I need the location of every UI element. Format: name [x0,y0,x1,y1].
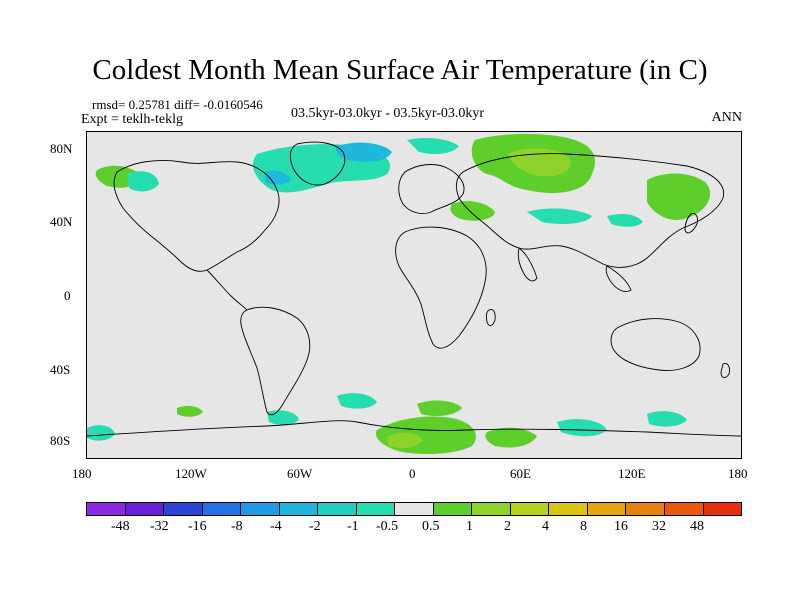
season-label: ANN [711,110,742,125]
colorbar-label: 48 [690,519,704,534]
colorbar-label: 8 [580,519,587,534]
chart-subtitle: 03.5kyr-03.0kyr - 03.5kyr-03.0kyr [291,106,485,121]
lat-label-40n: 40N [50,214,73,229]
coast-central-america [206,269,248,311]
colorbar-label: 4 [542,519,549,534]
colorbar-label: 0.5 [422,519,440,534]
coast-africa [395,226,487,349]
colorbar-box [279,503,319,515]
colorbar-box [626,503,665,515]
lon-label-60w: 60W [287,466,313,481]
lat-label-80n: 80N [50,141,73,156]
coast-australia [610,318,701,371]
coast-north-america [113,160,280,272]
anomaly-patch-east-antarctic [647,411,687,427]
anomaly-patch-china [607,214,643,227]
coast-south-america [240,306,311,416]
colorbar-label: -2 [309,519,321,534]
lon-label-180e: 180 [728,466,748,481]
colorbar-box [241,503,280,515]
colorbar-box [125,503,165,515]
lon-label-60e: 60E [510,466,531,481]
coast-europe [398,164,465,215]
colorbar-box [356,503,396,515]
stats-text: rmsd= 0.25781 diff= -0.0160546 [92,97,263,112]
colorbar-label: -1 [347,519,359,534]
coast-japan [684,213,698,234]
coast-madagascar [485,309,496,327]
experiment-label: Expt = teklh-teklg [81,112,183,127]
lon-label-0: 0 [409,466,416,481]
anomaly-patch-antarctic-atlantic [337,393,377,409]
colorbar-label: -8 [231,519,243,534]
lat-label-40s: 40S [50,362,71,377]
coastline-layer [87,141,741,437]
anomaly-patch-southern-ocean [417,400,462,416]
colorbar-box [510,503,550,515]
colorbar [86,502,742,516]
chart-title: Coldest Month Mean Surface Air Temperatu… [92,54,708,86]
coast-antarctica [87,420,741,437]
coast-greenland [289,141,346,186]
anomaly-patch-antarctic-east [485,427,537,448]
anomaly-patch-arctic-ocean [407,138,459,154]
colorbar-box [587,503,627,515]
colorbar-box [164,503,203,515]
colorbar-box [549,503,588,515]
lon-label-180w: 180 [72,466,92,481]
anomaly-patch-ross-sea [87,425,115,441]
anomaly-patch-kamchatka [647,173,711,221]
anomaly-patch-asia-belt [527,208,592,224]
colorbar-label: 16 [614,519,628,534]
colorbar-label: -32 [150,519,169,534]
lon-label-120w: 120W [175,466,207,481]
colorbar-box [703,503,742,515]
map-panel [86,131,742,459]
anomaly-patch-europe [450,201,495,221]
coast-southeast-asia [605,265,632,293]
colorbar-label: -48 [111,519,130,534]
colorbar-box [87,503,126,515]
colorbar-label: -0.5 [376,519,399,534]
colorbar-label: 2 [504,519,511,534]
anomaly-patch-greenland-sea [335,142,392,162]
colorbar-box [202,503,242,515]
colorbar-label: 1 [466,519,473,534]
coast-asia [455,153,725,268]
anomaly-patch-south-pacific [177,405,203,417]
map-canvas [87,133,741,454]
colorbar-box [318,503,357,515]
anomaly-patch-antarctic-south [387,432,423,448]
anomaly-fill-layer [87,133,711,454]
colorbar-label: -4 [270,519,282,534]
anomaly-patch-weddell [267,410,299,425]
anomaly-patch-canada [127,171,159,192]
anomaly-patch-labrador [265,170,291,185]
colorbar-box [664,503,704,515]
lat-label-0: 0 [64,288,71,303]
coast-india [517,247,538,282]
colorbar-label: 32 [652,519,666,534]
coast-new-zealand [720,363,730,379]
lon-label-120e: 120E [618,466,646,481]
colorbar-box [472,503,511,515]
colorbar-box [433,503,473,515]
colorbar-label: -16 [188,519,207,534]
lat-label-80s: 80S [50,433,71,448]
colorbar-box [395,503,434,515]
anomaly-patch-antarctic-indian [557,419,607,437]
